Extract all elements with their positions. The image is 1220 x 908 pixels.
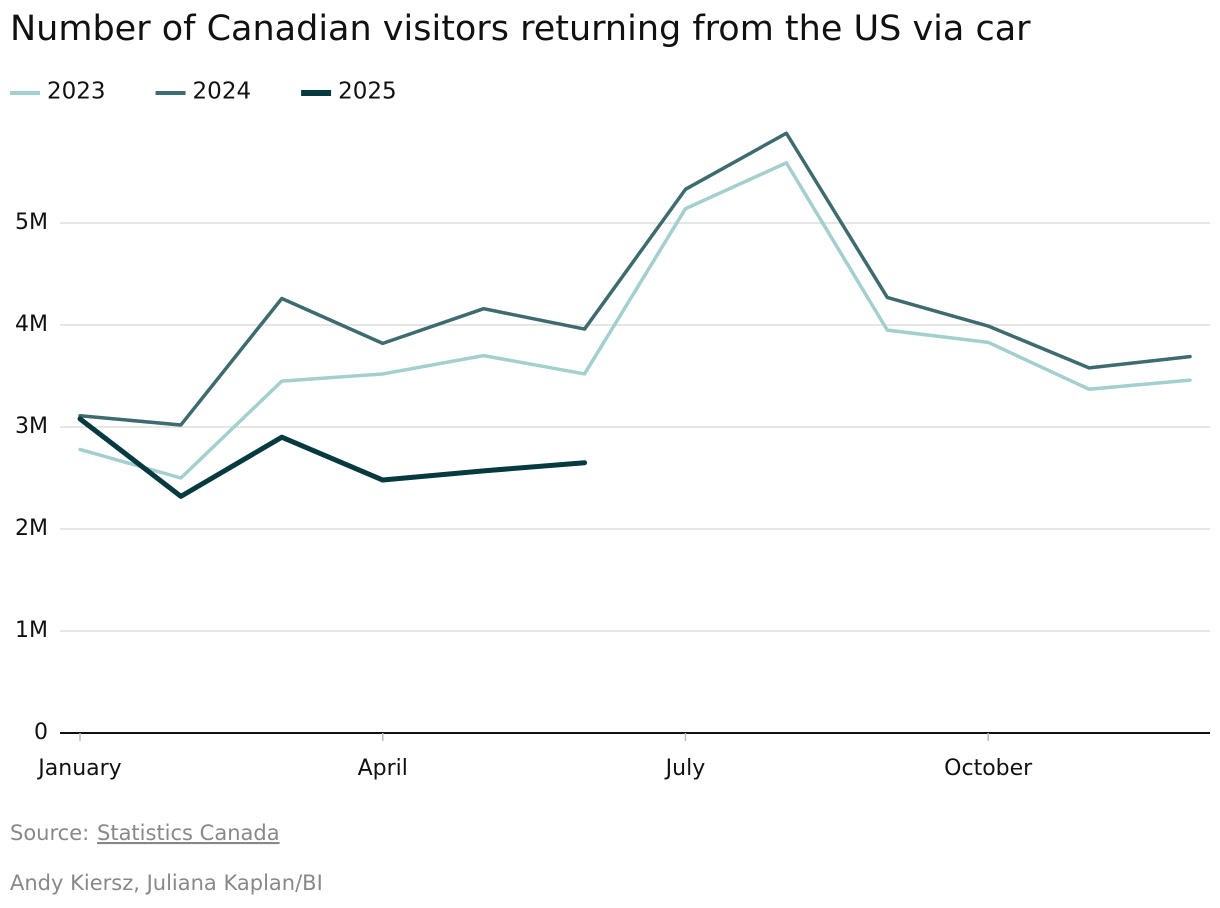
- line-series: [77, 416, 588, 499]
- source-label: Source:: [10, 821, 89, 845]
- y-tick-label: 4M: [15, 312, 48, 337]
- y-tick-label: 1M: [15, 618, 48, 643]
- y-tick-label: 3M: [15, 414, 48, 439]
- y-tick-label: 0: [34, 720, 48, 745]
- chart-title: Number of Canadian visitors returning fr…: [10, 9, 1031, 49]
- x-tick-label: April: [358, 756, 408, 781]
- line-series: [78, 161, 1192, 480]
- y-tick-label: 5M: [15, 210, 48, 235]
- x-tick-label: January: [36, 756, 121, 781]
- y-tick-label: 2M: [15, 516, 48, 541]
- line-series: [78, 131, 1192, 427]
- source-link[interactable]: Statistics Canada: [97, 821, 280, 845]
- legend-label: 2024: [193, 79, 252, 105]
- legend-label: 2023: [47, 79, 106, 105]
- legend-label: 2025: [338, 79, 397, 105]
- x-tick-label: October: [944, 756, 1033, 781]
- x-tick-label: July: [664, 756, 706, 781]
- credit: Andy Kiersz, Juliana Kaplan/BI: [10, 871, 323, 895]
